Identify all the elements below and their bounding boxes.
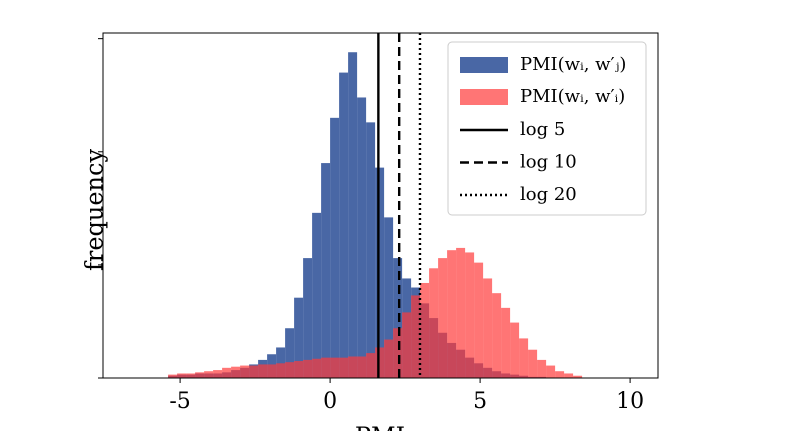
- histogram-bar: [528, 349, 538, 378]
- histogram-bar: [447, 250, 457, 378]
- histogram-bar: [303, 359, 313, 378]
- histogram-bar: [492, 293, 502, 378]
- legend: PMI(wᵢ, w′ⱼ) PMI(wᵢ, w′ᵢ) log 5 log 10 log 2…: [447, 41, 647, 216]
- histogram-bar: [375, 167, 385, 378]
- histogram-bar: [366, 122, 376, 378]
- histogram-bar: [339, 357, 349, 378]
- histogram-bar: [330, 117, 340, 379]
- x-tick-label: 0: [323, 389, 337, 414]
- histogram-bar: [357, 97, 367, 379]
- legend-label: log 20: [520, 184, 577, 205]
- histogram-bar: [186, 373, 196, 378]
- histogram-bar: [294, 297, 304, 378]
- x-tick-label: 10: [616, 389, 644, 414]
- histogram-bar: [537, 359, 547, 378]
- histogram-bar: [330, 357, 340, 378]
- histogram-bar: [438, 258, 448, 378]
- histogram-bar: [348, 356, 358, 378]
- histogram-bar: [483, 278, 493, 378]
- histogram-bar: [312, 212, 322, 378]
- histogram-bar: [555, 371, 565, 378]
- histogram-bar: [384, 339, 394, 378]
- histogram-bar: [321, 357, 331, 378]
- histogram-bar: [285, 362, 295, 378]
- histogram-bar: [267, 364, 277, 378]
- histogram-bar: [249, 365, 259, 378]
- plot-frame: [102, 32, 659, 379]
- histogram-bar: [429, 268, 439, 378]
- histogram-bar: [501, 307, 511, 378]
- histogram-bar: [573, 375, 583, 378]
- histogram-bar: [231, 366, 241, 378]
- histogram-bar: [474, 262, 484, 378]
- histogram-bar: [222, 367, 232, 378]
- x-tick-label: 5: [473, 389, 487, 414]
- legend-label: log 5: [520, 119, 565, 140]
- histogram-bar: [510, 322, 520, 378]
- legend-swatch: [460, 57, 508, 73]
- histogram-bar: [456, 247, 466, 378]
- histogram-bar: [285, 328, 295, 378]
- histogram-bar: [276, 363, 286, 378]
- histogram-bar: [402, 312, 412, 378]
- histogram-bar: [213, 370, 223, 378]
- histogram-bar: [465, 252, 475, 378]
- histogram-bar: [276, 347, 286, 378]
- histogram-bar: [258, 364, 268, 378]
- histogram-bar: [195, 372, 205, 378]
- legend-box: [447, 41, 647, 216]
- legend-swatch: [460, 89, 508, 105]
- histogram-bar: [303, 258, 313, 378]
- histogram-bar: [366, 353, 376, 378]
- histogram-bar: [375, 347, 385, 378]
- histogram-bar: [177, 373, 187, 378]
- legend-label: PMI(wᵢ, w′ⱼ): [520, 54, 626, 75]
- histogram-bar: [384, 217, 394, 378]
- histogram-bar: [393, 328, 403, 378]
- y-axis-label: frequency: [81, 149, 109, 271]
- histogram-bar: [564, 373, 574, 378]
- histogram-bar: [312, 358, 322, 378]
- x-tick-label: -5: [169, 389, 190, 414]
- legend-label: PMI(wᵢ, w′ᵢ): [520, 86, 625, 107]
- x-axis-label: PMI: [355, 423, 405, 431]
- histogram-bar: [321, 163, 331, 378]
- histogram-bar: [393, 258, 403, 378]
- histogram-bar: [420, 282, 430, 378]
- histogram-bar: [348, 52, 358, 379]
- histogram-bar: [519, 338, 529, 378]
- legend-label: log 10: [520, 152, 577, 173]
- histogram-bar: [411, 295, 421, 378]
- histogram-bar: [339, 72, 349, 379]
- histogram-bar: [294, 361, 304, 378]
- histogram-bar: [240, 365, 250, 378]
- histogram-bar: [204, 371, 214, 378]
- histogram-bar: [546, 365, 556, 378]
- histogram-bar: [357, 356, 367, 378]
- histogram-bar: [168, 374, 178, 378]
